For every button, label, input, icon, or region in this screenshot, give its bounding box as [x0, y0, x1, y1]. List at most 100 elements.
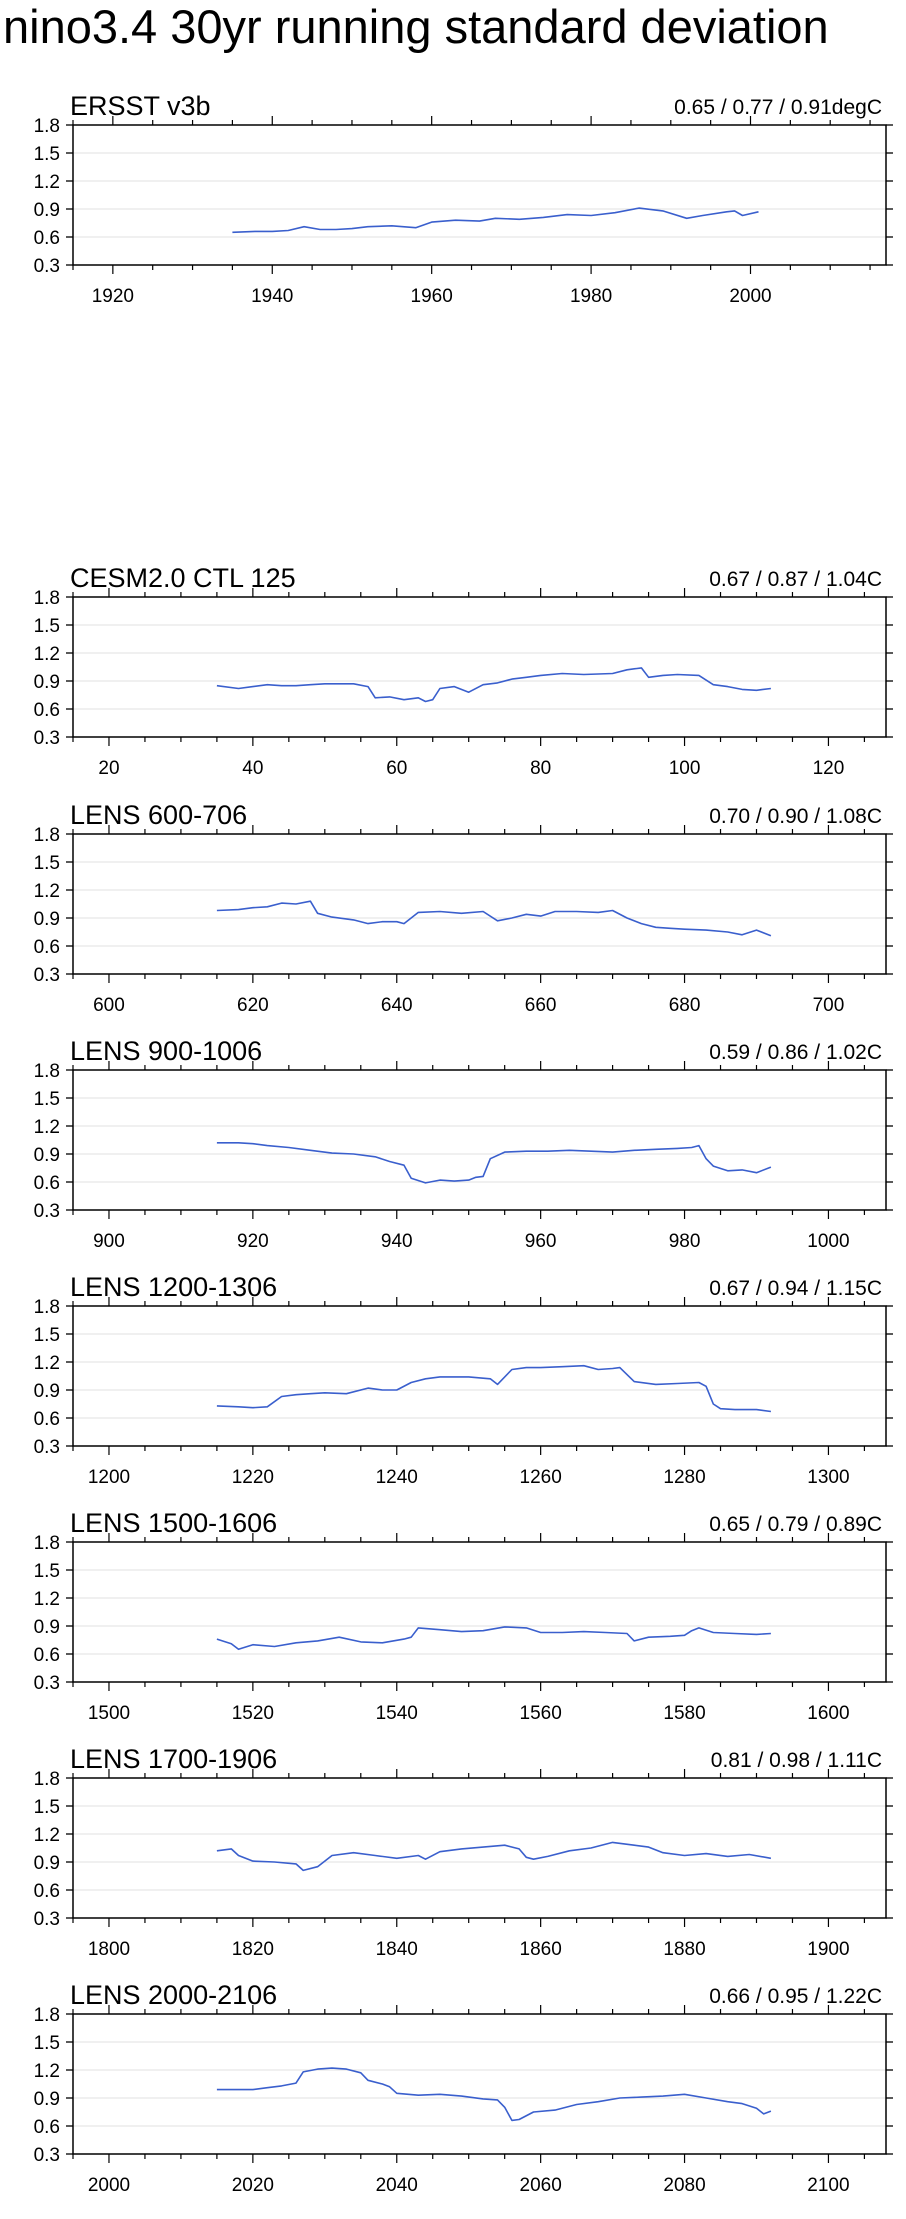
plot-frame	[72, 833, 887, 975]
y-tick-label: 0.9	[34, 1617, 60, 1638]
x-tick-label: 1960	[411, 286, 453, 307]
x-tick-label: 2000	[88, 2175, 130, 2196]
x-tick-label: 1880	[663, 1939, 705, 1960]
x-tick-label: 1300	[807, 1467, 849, 1488]
plot-frame	[72, 2013, 887, 2155]
x-tick-label: 920	[237, 1231, 269, 1252]
x-tick-label: 700	[813, 995, 845, 1016]
page-title: nino3.4 30yr running standard deviation	[3, 0, 829, 53]
y-tick-label: 1.5	[34, 144, 60, 165]
x-tick-label: 1900	[807, 1939, 849, 1960]
x-tick-label: 1940	[251, 286, 293, 307]
x-tick-label: 1840	[376, 1939, 418, 1960]
x-tick-label: 1220	[232, 1467, 274, 1488]
panel-label: LENS 1200-1306	[70, 1272, 277, 1302]
series-line	[216, 1626, 771, 1651]
panel-stats: 0.67 / 0.87 / 1.04C	[709, 568, 882, 591]
y-tick-label: 0.6	[34, 228, 60, 249]
y-tick-label: 1.8	[34, 1769, 60, 1790]
y-tick-label: 0.3	[34, 1909, 60, 1930]
x-tick-label: 20	[98, 758, 119, 779]
chart-panel-6: LENS 1500-1606 0.65 / 0.79 / 0.89C 0.3 0.6 0…	[34, 1508, 893, 1724]
y-tick-label: 0.3	[34, 256, 60, 277]
panel-label: LENS 2000-2106	[70, 1980, 277, 2010]
x-tick-label: 1560	[520, 1703, 562, 1724]
panel-stats: 0.66 / 0.95 / 1.22C	[709, 1985, 882, 2008]
chart-panel-2: CESM2.0 CTL 125 0.67 / 0.87 / 1.04C 0.3 0.6…	[34, 563, 893, 779]
y-tick-label: 0.3	[34, 728, 60, 749]
series-line	[216, 1841, 772, 1872]
x-tick-label: 1500	[88, 1703, 130, 1724]
plot-frame	[72, 1069, 887, 1211]
x-tick-label: 1540	[376, 1703, 418, 1724]
y-tick-label: 0.6	[34, 700, 60, 721]
y-tick-label: 1.5	[34, 2033, 60, 2054]
plot-frame	[72, 1777, 887, 1919]
series-line	[216, 1364, 772, 1413]
y-tick-label: 0.3	[34, 1201, 60, 1222]
y-tick-label: 1.2	[34, 2061, 60, 2082]
y-tick-label: 0.6	[34, 937, 60, 958]
y-tick-label: 1.8	[34, 1533, 60, 1554]
x-tick-label: 2020	[232, 2175, 274, 2196]
panel-stats: 0.81 / 0.98 / 1.11C	[711, 1749, 882, 1772]
x-tick-label: 2100	[807, 2175, 849, 2196]
x-tick-label: 1820	[232, 1939, 274, 1960]
x-tick-label: 40	[242, 758, 263, 779]
y-tick-label: 1.5	[34, 616, 60, 637]
x-tick-label: 900	[93, 1231, 125, 1252]
y-tick-label: 0.6	[34, 1173, 60, 1194]
y-tick-label: 0.9	[34, 1145, 60, 1166]
x-tick-label: 60	[386, 758, 407, 779]
y-tick-label: 1.8	[34, 825, 60, 846]
y-tick-label: 0.9	[34, 200, 60, 221]
panel-label: LENS 600-706	[70, 800, 247, 830]
y-tick-label: 0.9	[34, 672, 60, 693]
y-tick-label: 0.6	[34, 1645, 60, 1666]
y-tick-label: 0.9	[34, 909, 60, 930]
panel-label: LENS 1700-1906	[70, 1744, 277, 1774]
y-tick-label: 0.3	[34, 965, 60, 986]
x-tick-label: 1280	[663, 1467, 705, 1488]
plot-frame	[72, 1541, 887, 1683]
panel-label: CESM2.0 CTL 125	[70, 563, 296, 593]
y-tick-label: 0.6	[34, 2117, 60, 2138]
x-tick-label: 2080	[663, 2175, 705, 2196]
x-tick-label: 640	[381, 995, 413, 1016]
y-tick-label: 0.6	[34, 1409, 60, 1430]
y-tick-label: 1.5	[34, 1797, 60, 1818]
x-tick-label: 1860	[520, 1939, 562, 1960]
y-tick-label: 1.2	[34, 1589, 60, 1610]
x-tick-label: 1600	[807, 1703, 849, 1724]
x-tick-label: 600	[93, 995, 125, 1016]
y-tick-label: 1.8	[34, 116, 60, 137]
panel-label: LENS 900-1006	[70, 1036, 262, 1066]
plot-frame	[72, 596, 887, 738]
x-tick-label: 1240	[376, 1467, 418, 1488]
chart-panel-1: ERSST v3b 0.65 / 0.77 / 0.91degC 0.3 0.6 0.9…	[34, 91, 893, 307]
x-tick-label: 1520	[232, 1703, 274, 1724]
x-tick-label: 980	[669, 1231, 701, 1252]
y-tick-label: 1.2	[34, 1353, 60, 1374]
y-tick-label: 1.5	[34, 853, 60, 874]
y-tick-label: 1.2	[34, 1825, 60, 1846]
panel-stats: 0.67 / 0.94 / 1.15C	[709, 1277, 882, 1300]
y-tick-label: 1.2	[34, 1117, 60, 1138]
y-tick-label: 1.2	[34, 644, 60, 665]
x-tick-label: 940	[381, 1231, 413, 1252]
x-tick-label: 1580	[663, 1703, 705, 1724]
y-tick-label: 1.2	[34, 881, 60, 902]
y-tick-label: 1.5	[34, 1325, 60, 1346]
panel-stats: 0.59 / 0.86 / 1.02C	[709, 1041, 882, 1064]
y-tick-label: 0.3	[34, 1437, 60, 1458]
x-tick-label: 120	[813, 758, 845, 779]
series-line	[216, 1142, 772, 1184]
series-line	[216, 2067, 772, 2122]
x-tick-label: 1260	[520, 1467, 562, 1488]
x-tick-label: 2060	[520, 2175, 562, 2196]
chart-panel-8: LENS 2000-2106 0.66 / 0.95 / 1.22C 0.3 0.6 0…	[34, 1980, 893, 2196]
y-tick-label: 0.9	[34, 2089, 60, 2110]
x-tick-label: 1800	[88, 1939, 130, 1960]
series-line	[216, 667, 771, 703]
x-tick-label: 1920	[92, 286, 134, 307]
